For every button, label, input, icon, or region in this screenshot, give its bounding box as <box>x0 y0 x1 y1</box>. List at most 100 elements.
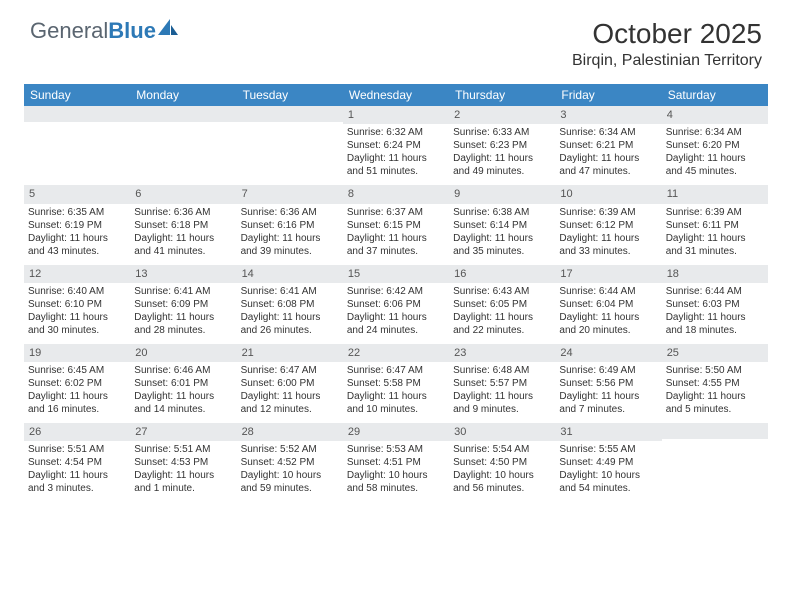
sunset-text: Sunset: 4:54 PM <box>28 456 126 469</box>
week-row: 1Sunrise: 6:32 AMSunset: 6:24 PMDaylight… <box>24 106 768 185</box>
day-header-cell: Monday <box>130 84 236 106</box>
sunset-text: Sunset: 6:18 PM <box>134 219 232 232</box>
sunrise-text: Sunrise: 5:51 AM <box>28 443 126 456</box>
sunrise-text: Sunrise: 5:54 AM <box>453 443 551 456</box>
sunrise-text: Sunrise: 6:46 AM <box>134 364 232 377</box>
day-details: Sunrise: 5:55 AMSunset: 4:49 PMDaylight:… <box>555 441 661 501</box>
sunrise-text: Sunrise: 6:35 AM <box>28 206 126 219</box>
day-cell: 5Sunrise: 6:35 AMSunset: 6:19 PMDaylight… <box>24 185 130 263</box>
day-cell: 15Sunrise: 6:42 AMSunset: 6:06 PMDayligh… <box>343 265 449 343</box>
day-details: Sunrise: 6:37 AMSunset: 6:15 PMDaylight:… <box>343 204 449 264</box>
sunrise-text: Sunrise: 5:52 AM <box>241 443 339 456</box>
daylight-text: Daylight: 11 hours and 24 minutes. <box>347 311 445 337</box>
day-number: 27 <box>130 423 236 441</box>
day-details <box>662 439 768 493</box>
daylight-text: Daylight: 11 hours and 5 minutes. <box>666 390 764 416</box>
day-number: 10 <box>555 185 661 203</box>
day-cell: 16Sunrise: 6:43 AMSunset: 6:05 PMDayligh… <box>449 265 555 343</box>
day-number: 5 <box>24 185 130 203</box>
day-cell: 21Sunrise: 6:47 AMSunset: 6:00 PMDayligh… <box>237 344 343 422</box>
day-cell <box>24 106 130 184</box>
day-cell: 19Sunrise: 6:45 AMSunset: 6:02 PMDayligh… <box>24 344 130 422</box>
calendar: SundayMondayTuesdayWednesdayThursdayFrid… <box>24 84 768 502</box>
sunset-text: Sunset: 6:24 PM <box>347 139 445 152</box>
day-cell: 28Sunrise: 5:52 AMSunset: 4:52 PMDayligh… <box>237 423 343 501</box>
logo-text-part1: General <box>30 18 108 43</box>
day-number: 21 <box>237 344 343 362</box>
day-number: 14 <box>237 265 343 283</box>
day-details: Sunrise: 5:54 AMSunset: 4:50 PMDaylight:… <box>449 441 555 501</box>
day-cell: 1Sunrise: 6:32 AMSunset: 6:24 PMDaylight… <box>343 106 449 184</box>
sunset-text: Sunset: 6:21 PM <box>559 139 657 152</box>
sunrise-text: Sunrise: 6:48 AM <box>453 364 551 377</box>
daylight-text: Daylight: 11 hours and 3 minutes. <box>28 469 126 495</box>
sunrise-text: Sunrise: 6:33 AM <box>453 126 551 139</box>
day-cell: 3Sunrise: 6:34 AMSunset: 6:21 PMDaylight… <box>555 106 661 184</box>
day-number: 20 <box>130 344 236 362</box>
sunrise-text: Sunrise: 6:38 AM <box>453 206 551 219</box>
day-number: 3 <box>555 106 661 124</box>
logo-sail-icon <box>158 19 180 37</box>
sunset-text: Sunset: 6:19 PM <box>28 219 126 232</box>
day-details: Sunrise: 6:41 AMSunset: 6:08 PMDaylight:… <box>237 283 343 343</box>
sunset-text: Sunset: 5:58 PM <box>347 377 445 390</box>
sunrise-text: Sunrise: 6:44 AM <box>559 285 657 298</box>
day-cell: 27Sunrise: 5:51 AMSunset: 4:53 PMDayligh… <box>130 423 236 501</box>
day-details: Sunrise: 5:51 AMSunset: 4:54 PMDaylight:… <box>24 441 130 501</box>
day-cell: 24Sunrise: 6:49 AMSunset: 5:56 PMDayligh… <box>555 344 661 422</box>
daylight-text: Daylight: 11 hours and 26 minutes. <box>241 311 339 337</box>
day-number: 7 <box>237 185 343 203</box>
day-details: Sunrise: 6:40 AMSunset: 6:10 PMDaylight:… <box>24 283 130 343</box>
sunset-text: Sunset: 4:50 PM <box>453 456 551 469</box>
day-header-cell: Tuesday <box>237 84 343 106</box>
sunrise-text: Sunrise: 5:55 AM <box>559 443 657 456</box>
day-number <box>24 106 130 122</box>
day-details: Sunrise: 6:38 AMSunset: 6:14 PMDaylight:… <box>449 204 555 264</box>
day-number: 2 <box>449 106 555 124</box>
day-cell: 20Sunrise: 6:46 AMSunset: 6:01 PMDayligh… <box>130 344 236 422</box>
day-cell: 26Sunrise: 5:51 AMSunset: 4:54 PMDayligh… <box>24 423 130 501</box>
sunset-text: Sunset: 6:16 PM <box>241 219 339 232</box>
day-details: Sunrise: 6:39 AMSunset: 6:11 PMDaylight:… <box>662 204 768 264</box>
day-cell <box>662 423 768 501</box>
daylight-text: Daylight: 11 hours and 10 minutes. <box>347 390 445 416</box>
sunrise-text: Sunrise: 5:50 AM <box>666 364 764 377</box>
sunset-text: Sunset: 5:57 PM <box>453 377 551 390</box>
location: Birqin, Palestinian Territory <box>572 52 762 70</box>
day-details <box>130 122 236 176</box>
sunset-text: Sunset: 6:05 PM <box>453 298 551 311</box>
sunset-text: Sunset: 6:20 PM <box>666 139 764 152</box>
day-cell: 30Sunrise: 5:54 AMSunset: 4:50 PMDayligh… <box>449 423 555 501</box>
day-header-cell: Saturday <box>662 84 768 106</box>
day-number: 18 <box>662 265 768 283</box>
day-number: 26 <box>24 423 130 441</box>
day-cell <box>237 106 343 184</box>
day-details: Sunrise: 6:43 AMSunset: 6:05 PMDaylight:… <box>449 283 555 343</box>
day-cell: 17Sunrise: 6:44 AMSunset: 6:04 PMDayligh… <box>555 265 661 343</box>
day-header-cell: Friday <box>555 84 661 106</box>
day-cell: 18Sunrise: 6:44 AMSunset: 6:03 PMDayligh… <box>662 265 768 343</box>
day-cell: 25Sunrise: 5:50 AMSunset: 4:55 PMDayligh… <box>662 344 768 422</box>
daylight-text: Daylight: 11 hours and 22 minutes. <box>453 311 551 337</box>
day-details: Sunrise: 6:33 AMSunset: 6:23 PMDaylight:… <box>449 124 555 184</box>
sunset-text: Sunset: 6:06 PM <box>347 298 445 311</box>
day-cell <box>130 106 236 184</box>
day-header-cell: Wednesday <box>343 84 449 106</box>
sunset-text: Sunset: 4:49 PM <box>559 456 657 469</box>
sunrise-text: Sunrise: 6:39 AM <box>666 206 764 219</box>
day-details: Sunrise: 5:53 AMSunset: 4:51 PMDaylight:… <box>343 441 449 501</box>
day-number: 9 <box>449 185 555 203</box>
day-cell: 31Sunrise: 5:55 AMSunset: 4:49 PMDayligh… <box>555 423 661 501</box>
day-number <box>662 423 768 439</box>
sunset-text: Sunset: 6:01 PM <box>134 377 232 390</box>
day-details: Sunrise: 6:32 AMSunset: 6:24 PMDaylight:… <box>343 124 449 184</box>
sunrise-text: Sunrise: 6:42 AM <box>347 285 445 298</box>
day-details: Sunrise: 6:46 AMSunset: 6:01 PMDaylight:… <box>130 362 236 422</box>
day-number: 23 <box>449 344 555 362</box>
week-row: 5Sunrise: 6:35 AMSunset: 6:19 PMDaylight… <box>24 185 768 264</box>
sunrise-text: Sunrise: 6:47 AM <box>347 364 445 377</box>
sunrise-text: Sunrise: 6:36 AM <box>241 206 339 219</box>
sunset-text: Sunset: 6:03 PM <box>666 298 764 311</box>
day-details: Sunrise: 6:36 AMSunset: 6:16 PMDaylight:… <box>237 204 343 264</box>
daylight-text: Daylight: 11 hours and 47 minutes. <box>559 152 657 178</box>
